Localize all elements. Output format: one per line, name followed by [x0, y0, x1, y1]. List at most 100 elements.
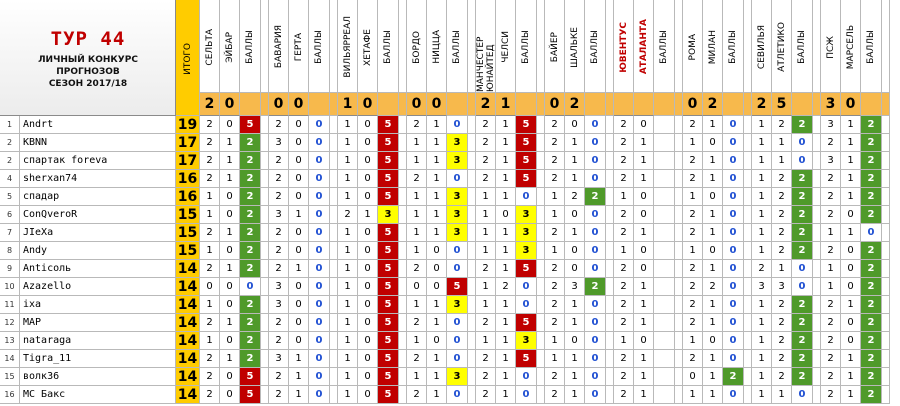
prediction-away[interactable]: 1 [565, 296, 585, 314]
prediction-home[interactable]: 2 [614, 386, 634, 404]
prediction-away[interactable]: 1 [427, 350, 447, 368]
prediction-home[interactable]: 2 [821, 368, 841, 386]
prediction-home[interactable]: 1 [407, 242, 427, 260]
prediction-home[interactable]: 2 [614, 368, 634, 386]
prediction-away[interactable]: 0 [841, 260, 861, 278]
prediction-away[interactable]: 1 [772, 386, 792, 404]
prediction-home[interactable]: 2 [683, 206, 703, 224]
prediction-away[interactable]: 1 [358, 206, 378, 224]
prediction-home[interactable]: 2 [269, 152, 289, 170]
prediction-away[interactable]: 0 [358, 296, 378, 314]
prediction-away[interactable]: 1 [703, 152, 723, 170]
participant-name[interactable]: спартак foreva [20, 152, 176, 170]
prediction-home[interactable]: 2 [614, 314, 634, 332]
prediction-home[interactable]: 2 [614, 116, 634, 134]
prediction-away[interactable]: 0 [841, 206, 861, 224]
prediction-home[interactable]: 2 [545, 170, 565, 188]
prediction-away[interactable]: 2 [772, 332, 792, 350]
prediction-away[interactable]: 0 [634, 260, 654, 278]
participant-name[interactable]: sherxan74 [20, 170, 176, 188]
prediction-away[interactable]: 1 [565, 224, 585, 242]
prediction-away[interactable]: 0 [289, 224, 309, 242]
participant-name[interactable]: МС Бакс [20, 386, 176, 404]
prediction-home[interactable]: 1 [338, 170, 358, 188]
prediction-away[interactable]: 1 [289, 206, 309, 224]
prediction-home[interactable]: 2 [683, 152, 703, 170]
participant-name[interactable]: ixa [20, 296, 176, 314]
prediction-home[interactable]: 1 [752, 386, 772, 404]
prediction-away[interactable]: 1 [289, 350, 309, 368]
prediction-home[interactable]: 2 [476, 368, 496, 386]
prediction-home[interactable]: 2 [269, 224, 289, 242]
prediction-away[interactable]: 1 [841, 350, 861, 368]
prediction-away[interactable]: 1 [565, 350, 585, 368]
prediction-home[interactable]: 3 [269, 350, 289, 368]
prediction-away[interactable]: 1 [772, 260, 792, 278]
prediction-away[interactable]: 1 [496, 332, 516, 350]
prediction-away[interactable]: 0 [289, 278, 309, 296]
prediction-away[interactable]: 0 [289, 134, 309, 152]
prediction-away[interactable]: 1 [496, 386, 516, 404]
prediction-away[interactable]: 1 [703, 368, 723, 386]
prediction-away[interactable]: 1 [634, 278, 654, 296]
prediction-away[interactable]: 1 [496, 188, 516, 206]
prediction-home[interactable]: 2 [476, 386, 496, 404]
prediction-home[interactable]: 2 [614, 152, 634, 170]
prediction-away[interactable]: 1 [427, 152, 447, 170]
prediction-home[interactable]: 1 [752, 350, 772, 368]
prediction-away[interactable]: 1 [841, 386, 861, 404]
prediction-home[interactable]: 1 [614, 332, 634, 350]
prediction-away[interactable]: 1 [703, 386, 723, 404]
prediction-home[interactable]: 2 [200, 314, 220, 332]
prediction-home[interactable]: 2 [407, 170, 427, 188]
prediction-away[interactable]: 0 [703, 242, 723, 260]
prediction-away[interactable]: 1 [634, 224, 654, 242]
prediction-home[interactable]: 1 [338, 350, 358, 368]
prediction-home[interactable]: 2 [614, 206, 634, 224]
prediction-away[interactable]: 0 [634, 116, 654, 134]
prediction-home[interactable]: 2 [200, 116, 220, 134]
prediction-home[interactable]: 2 [407, 350, 427, 368]
prediction-home[interactable]: 2 [476, 170, 496, 188]
prediction-home[interactable]: 1 [338, 224, 358, 242]
prediction-home[interactable]: 3 [269, 278, 289, 296]
prediction-home[interactable]: 1 [407, 224, 427, 242]
prediction-home[interactable]: 2 [614, 224, 634, 242]
prediction-away[interactable]: 2 [772, 224, 792, 242]
prediction-home[interactable]: 2 [545, 368, 565, 386]
prediction-home[interactable]: 1 [752, 332, 772, 350]
prediction-away[interactable]: 2 [772, 188, 792, 206]
prediction-away[interactable]: 2 [772, 170, 792, 188]
prediction-away[interactable]: 1 [427, 188, 447, 206]
prediction-home[interactable]: 2 [476, 116, 496, 134]
prediction-home[interactable]: 2 [683, 224, 703, 242]
prediction-away[interactable]: 0 [358, 242, 378, 260]
prediction-home[interactable]: 1 [683, 332, 703, 350]
prediction-home[interactable]: 1 [683, 242, 703, 260]
prediction-home[interactable]: 1 [476, 278, 496, 296]
prediction-home[interactable]: 3 [821, 152, 841, 170]
prediction-home[interactable]: 1 [614, 242, 634, 260]
prediction-away[interactable]: 1 [703, 296, 723, 314]
prediction-home[interactable]: 1 [338, 260, 358, 278]
participant-name[interactable]: KBNN [20, 134, 176, 152]
prediction-away[interactable]: 1 [634, 170, 654, 188]
prediction-home[interactable]: 1 [752, 368, 772, 386]
prediction-away[interactable]: 1 [565, 314, 585, 332]
participant-name[interactable]: Andrt [20, 116, 176, 134]
prediction-home[interactable]: 1 [752, 134, 772, 152]
prediction-home[interactable]: 2 [821, 188, 841, 206]
prediction-home[interactable]: 1 [683, 134, 703, 152]
prediction-away[interactable]: 0 [289, 314, 309, 332]
prediction-away[interactable]: 1 [427, 296, 447, 314]
prediction-home[interactable]: 1 [545, 350, 565, 368]
prediction-home[interactable]: 2 [200, 260, 220, 278]
prediction-away[interactable]: 0 [565, 116, 585, 134]
participant-name[interactable]: Azazello [20, 278, 176, 296]
prediction-away[interactable]: 0 [358, 170, 378, 188]
prediction-away[interactable]: 0 [841, 314, 861, 332]
prediction-home[interactable]: 2 [269, 170, 289, 188]
prediction-home[interactable]: 1 [683, 386, 703, 404]
prediction-away[interactable]: 1 [565, 368, 585, 386]
prediction-away[interactable]: 0 [634, 188, 654, 206]
